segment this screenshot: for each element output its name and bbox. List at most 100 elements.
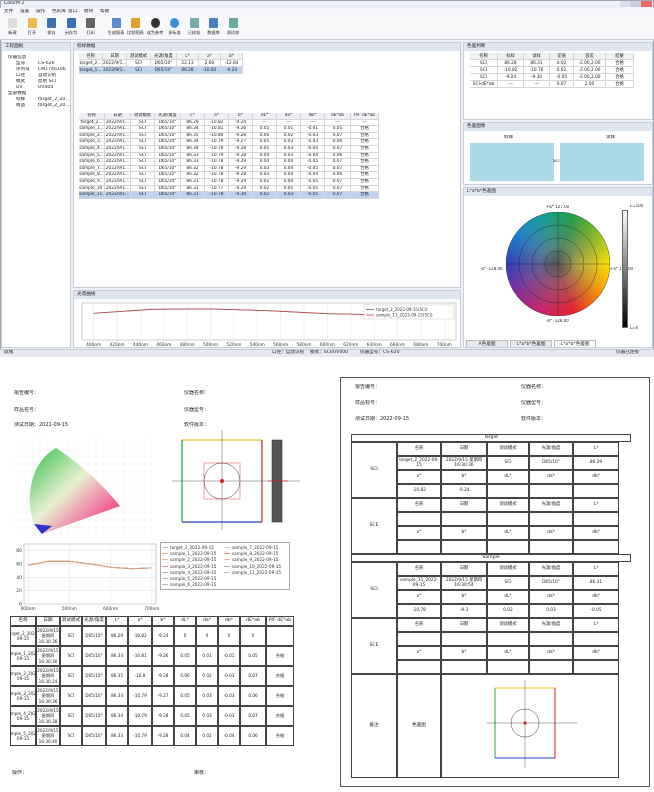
table-cell: sample_3_2022-09-15 xyxy=(10,686,36,706)
toolbar-button[interactable]: 保存 xyxy=(43,18,60,39)
toolbar-label: 新建 xyxy=(8,30,17,35)
table-cell: 2022/9/15 星期四 16:30:54 xyxy=(441,576,487,590)
toolbar-label: 测试样 xyxy=(226,30,240,35)
toolbar-button[interactable]: 打印 xyxy=(82,18,99,39)
table-cell: -10.79 xyxy=(128,726,152,746)
table-cell: -0.04 xyxy=(301,146,325,153)
table-cell: 0.07 xyxy=(550,81,574,88)
report-field: 仪器型号： xyxy=(184,407,210,413)
row-highlight xyxy=(79,67,243,74)
table-cell: D65/10° xyxy=(155,119,181,127)
toolbar-button[interactable]: 多标准 xyxy=(166,18,183,39)
table-cell: -10.76 xyxy=(524,67,550,74)
table-cell: -9.26 xyxy=(152,646,174,666)
table-cell: -0.01 xyxy=(301,126,325,133)
table-cell: 合格 xyxy=(351,132,379,140)
axis-label: +b* 127.00 xyxy=(546,205,570,209)
table-cell: -10.78 xyxy=(205,179,229,186)
table-cell: 0.03 xyxy=(529,604,573,618)
legend-label: sample_8_2022-09-15 xyxy=(232,551,279,556)
table-cell: 86.31 xyxy=(181,192,205,199)
table-cell: 合格 xyxy=(606,74,634,81)
table-cell: 合格 xyxy=(266,686,294,706)
toolbar-button[interactable]: 生成报表 xyxy=(108,18,125,39)
legend-label: sample_7_2022-09-15 xyxy=(232,545,279,550)
table-cell: 2022/9/1... xyxy=(103,67,127,74)
table-cell xyxy=(397,512,441,526)
table-cell: 0.02 xyxy=(277,132,301,140)
table-cell: -10.82 xyxy=(397,484,441,498)
toolbar-button[interactable]: 测试样 xyxy=(225,18,242,39)
table-cell: 2022/9/1... xyxy=(105,146,131,153)
tab[interactable]: A色差图 xyxy=(466,340,508,347)
toolbar-button[interactable]: 已校准 xyxy=(186,18,203,39)
toolbar-button[interactable]: 比较图表 xyxy=(127,18,144,39)
table-cell: 86.28 xyxy=(498,60,524,67)
table-cell: 86.29 xyxy=(106,626,128,646)
y-tick-label: 60 xyxy=(16,562,22,568)
sample-point xyxy=(523,721,527,725)
table-cell: 0.07 xyxy=(240,706,266,726)
toolbar-button[interactable]: 新建 xyxy=(4,18,21,39)
table-header: 名称 xyxy=(79,113,105,120)
table-cell: SCI xyxy=(131,185,155,193)
table-cell: D65/10° xyxy=(155,132,181,140)
y-tick-label: 40 xyxy=(16,575,22,581)
table-cell: 2022/9/1... xyxy=(105,139,131,146)
toolbar-icon xyxy=(47,18,56,28)
table-cell: 0.04 xyxy=(277,172,301,179)
table-cell: -0.05 xyxy=(301,165,325,173)
table-cell: -9.28 xyxy=(229,146,253,153)
table-cell: -9.28 xyxy=(152,666,174,686)
table-cell: 0.07 xyxy=(325,132,351,140)
toolbar-button[interactable]: 打开 xyxy=(24,18,41,39)
tab[interactable]: L*a*b*色差图 xyxy=(554,340,596,347)
menu-item: 色彩库 xyxy=(52,9,66,14)
table-cell: b* xyxy=(441,646,487,660)
table-header: 试样 xyxy=(524,53,550,60)
lightness-bar xyxy=(622,210,628,328)
table-cell xyxy=(487,540,529,554)
tab[interactable]: L*a*b*色差图 xyxy=(510,340,552,347)
table-cell xyxy=(441,540,487,554)
toolbar-button[interactable]: 数据库 xyxy=(205,18,222,39)
axis-label: +a* 127.00 xyxy=(610,267,633,271)
legend-label: sample_1_2022-09-15 xyxy=(170,551,217,556)
report-field: 测试日期：2022-09-15 xyxy=(355,416,410,422)
toolbar-icon xyxy=(209,18,218,28)
table-cell: -0.03 xyxy=(301,132,325,140)
table-cell: 合格 xyxy=(351,126,379,133)
table-cell: 0.04 xyxy=(277,159,301,166)
table-header: 光源/角度 xyxy=(155,113,181,120)
table-cell: -9.27 xyxy=(229,139,253,146)
table-cell: 0.05 xyxy=(277,185,301,193)
x-tick-label: 640nm xyxy=(367,342,382,348)
table-cell: 0.07 xyxy=(325,165,351,173)
legend-entry: sample_1_2022-09-15 xyxy=(162,551,217,556)
tree-key: 型号 xyxy=(16,61,26,66)
table-cell: a* xyxy=(397,526,441,540)
table-cell: 86.31 xyxy=(524,60,550,67)
group-label: SCI xyxy=(351,442,397,498)
toolbar-button[interactable]: 另存为 xyxy=(63,18,80,39)
table-cell: sample_2... xyxy=(79,132,105,140)
table-cell: 0.06 xyxy=(325,139,351,146)
table-cell: -9.26 xyxy=(229,126,253,133)
table-header: P/F dE*ab xyxy=(351,113,379,120)
lab-panel: L*a*b*色差图 +b* 127.00 -b* -128.00 -a* -128.0… xyxy=(463,187,653,348)
table-header: 差值 xyxy=(550,53,574,60)
table-cell: 0.07 xyxy=(325,192,351,199)
toolbar-icon xyxy=(170,18,179,28)
table-cell: -0.04 xyxy=(301,152,325,160)
swatch-center-label: SCI xyxy=(553,159,560,163)
toolbar-icon xyxy=(228,18,238,28)
table-cell: da* xyxy=(529,526,573,540)
report-field: 软件版本： xyxy=(184,422,210,428)
table-cell: -9.30 xyxy=(524,74,550,81)
tree-key: 样品 xyxy=(16,103,26,108)
toolbar-button[interactable]: 成为参考 xyxy=(147,18,164,39)
table-cell: 22.13 xyxy=(177,60,199,67)
table-cell: 0.02 xyxy=(196,666,218,686)
section-title: Target xyxy=(351,434,631,442)
table-cell: b* xyxy=(441,470,487,484)
